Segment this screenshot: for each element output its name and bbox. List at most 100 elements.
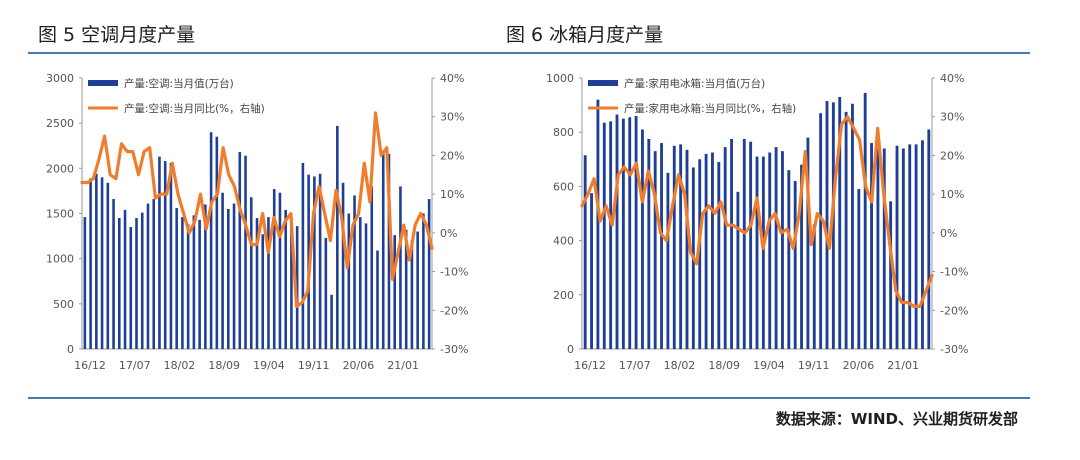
- bar: [851, 103, 854, 349]
- bar: [590, 193, 593, 349]
- header-divider: [28, 52, 1030, 54]
- bar: [295, 226, 299, 349]
- bar: [118, 218, 121, 349]
- bar: [806, 137, 810, 349]
- chart-title-refrigerator: 图 6 冰箱月度产量: [506, 24, 664, 46]
- bar: [324, 237, 328, 349]
- bar: [227, 208, 230, 349]
- right-y-tick-label: 0%: [940, 227, 957, 240]
- left-y-tick-label: 1000: [546, 72, 574, 85]
- x-tick-label: 20/06: [343, 359, 375, 372]
- bar: [318, 173, 322, 349]
- bar: [123, 209, 127, 349]
- left-y-tick-label: 2500: [46, 117, 74, 130]
- bar: [628, 117, 632, 349]
- bar: [717, 162, 721, 349]
- bar: [313, 176, 316, 349]
- bar: [353, 195, 356, 349]
- bar: [615, 114, 619, 350]
- bar: [901, 148, 905, 349]
- legend-bar-label: 产量:家用电冰箱:当月值(万台): [624, 77, 765, 90]
- legend-line-label: 产量:家用电冰箱:当月同比(%，右轴): [624, 102, 796, 115]
- bar: [761, 156, 765, 349]
- bar: [583, 155, 587, 349]
- bar: [255, 218, 259, 349]
- bar: [267, 217, 270, 349]
- bar: [736, 191, 740, 349]
- bar: [215, 136, 219, 349]
- x-tick-label: 19/11: [798, 359, 830, 372]
- bar: [800, 164, 803, 349]
- bar: [204, 204, 207, 349]
- bar: [927, 129, 931, 349]
- x-tick-label: 18/09: [708, 359, 740, 372]
- bar: [158, 156, 161, 349]
- bar: [393, 235, 396, 349]
- bar: [146, 203, 150, 349]
- bar: [889, 201, 893, 349]
- bar: [330, 294, 333, 349]
- bar: [175, 208, 178, 349]
- bar: [812, 224, 816, 349]
- bar: [301, 162, 305, 349]
- bar: [95, 173, 98, 349]
- bar: [399, 186, 402, 349]
- bar: [381, 151, 385, 349]
- bar: [647, 138, 651, 349]
- left-y-tick-label: 500: [53, 298, 74, 311]
- right-y-tick-label: -30%: [440, 343, 468, 356]
- bar: [198, 219, 201, 349]
- bar: [181, 217, 184, 349]
- bar: [660, 143, 663, 349]
- right-y-tick-label: -10%: [940, 266, 968, 279]
- bar: [135, 218, 138, 349]
- bar: [787, 170, 791, 349]
- right-y-tick-label: -20%: [440, 304, 468, 317]
- legend-bar-label: 产量:空调:当月值(万台): [124, 77, 234, 90]
- bar: [679, 144, 683, 349]
- bar: [336, 125, 339, 349]
- x-tick-label: 18/09: [208, 359, 240, 372]
- bar: [404, 229, 408, 349]
- yoy-growth-line: [80, 111, 434, 308]
- bar: [410, 240, 414, 349]
- bar: [672, 145, 676, 349]
- bar: [192, 215, 196, 349]
- bar: [602, 122, 606, 349]
- bar: [221, 192, 224, 349]
- bar: [112, 199, 115, 349]
- x-tick-label: 21/01: [387, 359, 419, 372]
- bar: [774, 147, 778, 349]
- bar: [89, 178, 92, 349]
- bar: [921, 140, 924, 349]
- bar: [742, 138, 746, 349]
- bar: [341, 182, 345, 349]
- x-tick-label: 16/12: [74, 359, 106, 372]
- x-tick-label: 19/04: [253, 359, 285, 372]
- bar: [698, 159, 702, 349]
- bar: [347, 213, 351, 349]
- right-y-tick-label: -20%: [940, 304, 968, 317]
- right-y-tick-label: -30%: [940, 343, 968, 356]
- bar: [140, 212, 144, 349]
- bar: [641, 129, 644, 349]
- right-y-tick-label: 10%: [440, 188, 464, 201]
- bar: [723, 147, 727, 349]
- bar: [711, 152, 714, 349]
- bar: [249, 197, 253, 349]
- right-y-tick-label: 40%: [940, 72, 964, 85]
- x-tick-label: 19/04: [753, 359, 785, 372]
- x-tick-label: 20/06: [843, 359, 875, 372]
- left-y-tick-label: 600: [553, 180, 574, 193]
- bar: [186, 224, 190, 349]
- bar: [793, 180, 797, 349]
- right-y-tick-label: 20%: [440, 149, 464, 162]
- legend-line-label: 产量:空调:当月同比(%，右轴): [124, 102, 265, 115]
- bar: [284, 209, 287, 349]
- bar: [376, 250, 379, 349]
- x-tick-label: 18/02: [664, 359, 696, 372]
- bar: [844, 111, 848, 349]
- bar: [278, 192, 282, 349]
- bar: [653, 151, 657, 349]
- left-y-tick-label: 1500: [46, 208, 74, 221]
